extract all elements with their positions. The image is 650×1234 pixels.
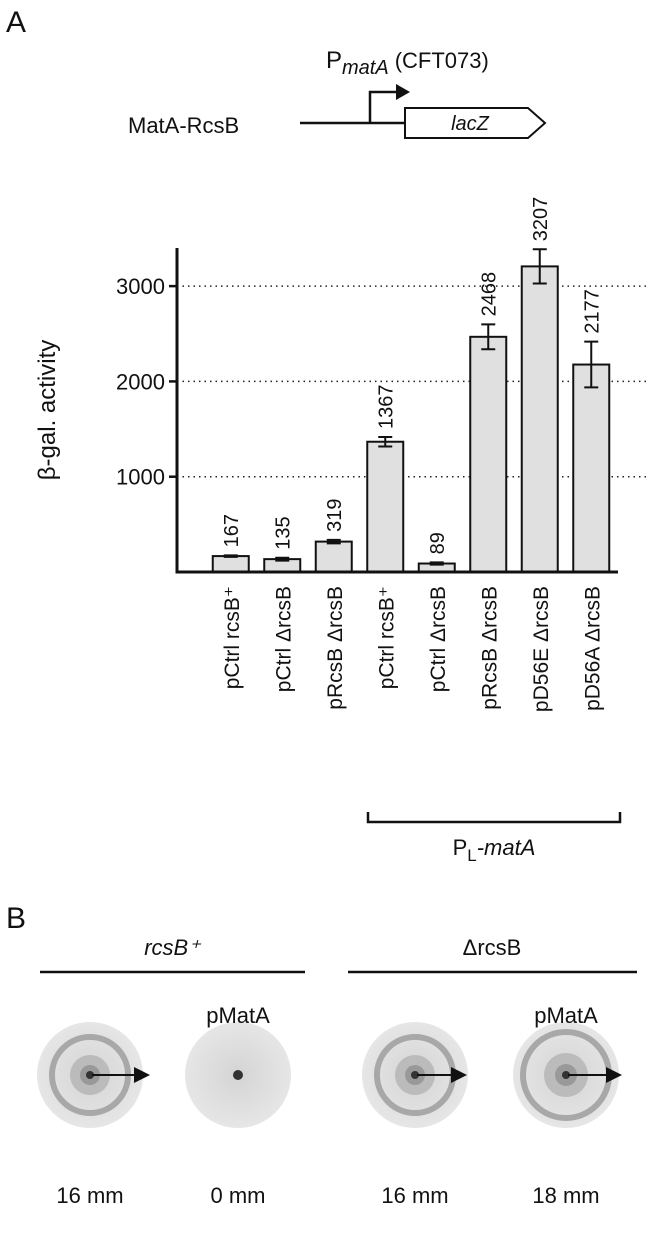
zone-measurement: 0 mm (211, 1183, 266, 1208)
x-tick-label: pD56E ΔrcsB (530, 586, 553, 712)
bar (469, 335, 508, 573)
gene-label: lacZ (451, 113, 490, 135)
error-bar (584, 340, 599, 389)
x-tick-label: pRcsB ΔrcsB (324, 586, 347, 710)
group-bracket (366, 812, 622, 824)
panel-label: B (6, 902, 26, 935)
gene-box (404, 107, 547, 139)
error-bar (481, 323, 496, 351)
y-axis-label: β-gal. activity (34, 340, 61, 481)
plate (513, 1022, 622, 1128)
construct-label: MatA-RcsB (128, 113, 239, 138)
value-label: 89 (427, 532, 449, 554)
zone-measurement: 16 mm (56, 1183, 123, 1208)
plate (185, 1022, 291, 1128)
x-tick-label: pCtrl rcsB⁺ (375, 586, 398, 689)
promoter-label: PmatA (CFT073) (326, 47, 489, 79)
value-label: 167 (221, 514, 243, 547)
promoter: P (326, 47, 342, 74)
error-bar (223, 554, 238, 558)
bar (520, 265, 559, 573)
value-label: 3207 (530, 197, 552, 242)
promoter-strain: (CFT073) (395, 48, 489, 73)
promoter-arrowhead (396, 84, 410, 100)
promoter-arrow (368, 90, 398, 123)
plate (362, 1022, 468, 1128)
error-bar (378, 435, 393, 448)
group-label: rcsB⁺ (144, 935, 202, 960)
y-tick-label: 2000 (116, 369, 165, 394)
error-bar (532, 248, 547, 285)
error-bar (275, 556, 290, 562)
zone-measurement: 18 mm (532, 1183, 599, 1208)
group-label-main: P (453, 835, 468, 860)
plasmid-label: pMatA (534, 1003, 598, 1028)
group-label: ΔrcsB (463, 935, 522, 960)
bar (572, 363, 611, 573)
x-tick-label: pD56A ΔrcsB (581, 586, 604, 711)
plate (37, 1022, 150, 1128)
plasmid-label: pMatA (206, 1003, 270, 1028)
bar-chart: β-gal. activity 1000 2000 3000 167 pCtrl rcsB… (34, 197, 650, 865)
bar (314, 540, 353, 574)
value-label: 319 (324, 499, 346, 532)
error-bar (429, 561, 444, 566)
value-label: 2177 (581, 289, 603, 334)
error-bar (326, 538, 341, 545)
x-tick-label: pCtrl rcsB⁺ (221, 586, 244, 689)
group-label: PL-matA (453, 835, 536, 865)
value-label: 135 (272, 516, 294, 549)
value-label: 1367 (375, 384, 397, 429)
y-tick-label: 3000 (116, 274, 165, 299)
x-tick-label: pRcsB ΔrcsB (478, 586, 501, 710)
promoter-sub: matA (342, 57, 389, 79)
bar (366, 440, 405, 573)
zone-measurement: 16 mm (381, 1183, 448, 1208)
panel-label: A (6, 6, 26, 39)
value-label: 2468 (478, 272, 500, 317)
group-label-sub: L (467, 846, 476, 865)
x-tick-label: pCtrl ΔrcsB (272, 586, 295, 692)
y-tick-label: 1000 (116, 465, 165, 490)
group-label-suffix: -matA (477, 835, 536, 860)
bar (211, 555, 250, 573)
x-tick-label: pCtrl ΔrcsB (427, 586, 450, 692)
